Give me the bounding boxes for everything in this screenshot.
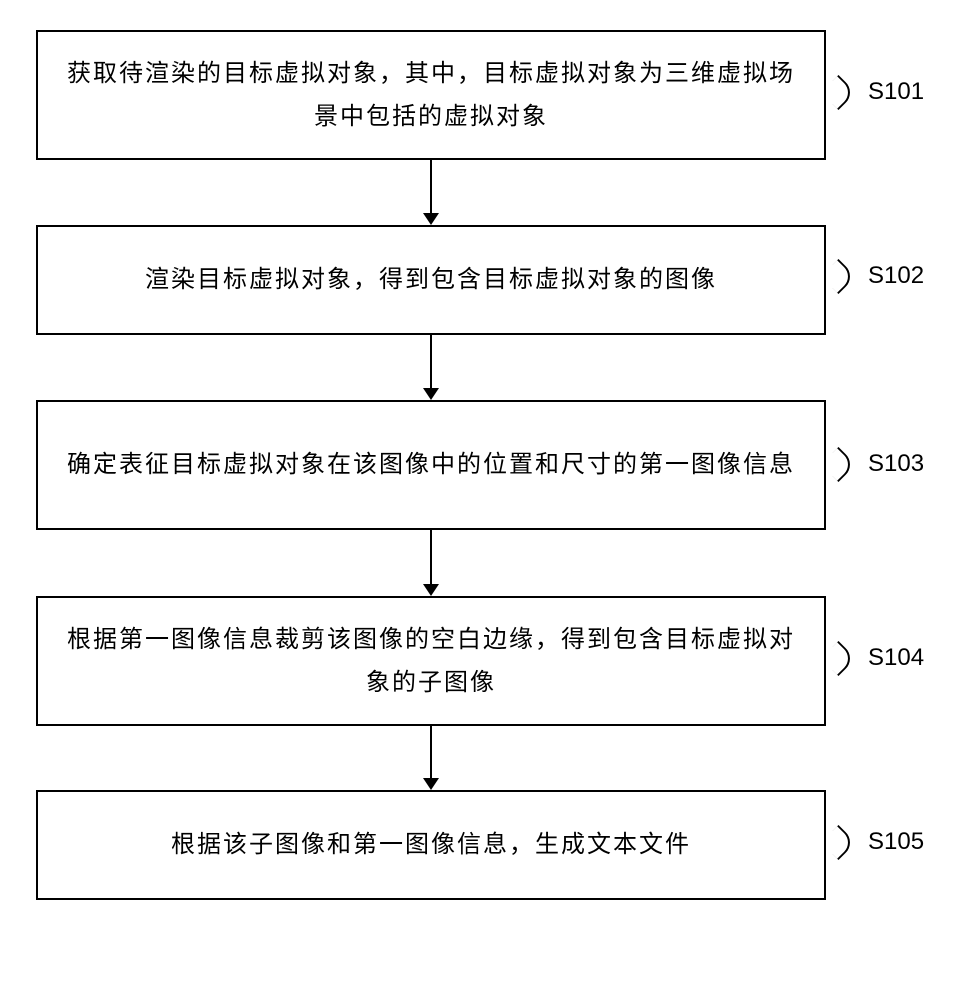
step-label-s101: S101 [868,78,924,106]
arrow-head-3 [423,584,439,596]
flow-step-s104: 根据第一图像信息裁剪该图像的空白边缘，得到包含目标虚拟对象的子图像 [36,596,826,726]
step-label-s103: S103 [868,450,924,478]
flow-step-s101: 获取待渲染的目标虚拟对象，其中，目标虚拟对象为三维虚拟场景中包括的虚拟对象 [36,30,826,160]
flow-step-s103: 确定表征目标虚拟对象在该图像中的位置和尺寸的第一图像信息 [36,400,826,530]
flow-step-s102-text: 渲染目标虚拟对象，得到包含目标虚拟对象的图像 [145,258,717,301]
label-connector-s105 [821,825,856,860]
label-connector-s103 [821,447,856,482]
step-label-s105: S105 [868,828,924,856]
flow-step-s105-text: 根据该子图像和第一图像信息，生成文本文件 [171,823,691,866]
arrow-4 [430,726,432,778]
arrow-2 [430,335,432,388]
flow-step-s101-text: 获取待渲染的目标虚拟对象，其中，目标虚拟对象为三维虚拟场景中包括的虚拟对象 [58,52,804,138]
arrow-head-2 [423,388,439,400]
flowchart-container: 获取待渲染的目标虚拟对象，其中，目标虚拟对象为三维虚拟场景中包括的虚拟对象 S1… [0,0,958,1000]
arrow-3 [430,530,432,584]
arrow-1 [430,160,432,213]
step-label-s102: S102 [868,262,924,290]
flow-step-s103-text: 确定表征目标虚拟对象在该图像中的位置和尺寸的第一图像信息 [67,443,795,486]
label-connector-s101 [821,75,856,110]
flow-step-s104-text: 根据第一图像信息裁剪该图像的空白边缘，得到包含目标虚拟对象的子图像 [58,618,804,704]
flow-step-s102: 渲染目标虚拟对象，得到包含目标虚拟对象的图像 [36,225,826,335]
label-connector-s102 [821,259,856,294]
arrow-head-4 [423,778,439,790]
arrow-head-1 [423,213,439,225]
flow-step-s105: 根据该子图像和第一图像信息，生成文本文件 [36,790,826,900]
step-label-s104: S104 [868,644,924,672]
label-connector-s104 [821,641,856,676]
